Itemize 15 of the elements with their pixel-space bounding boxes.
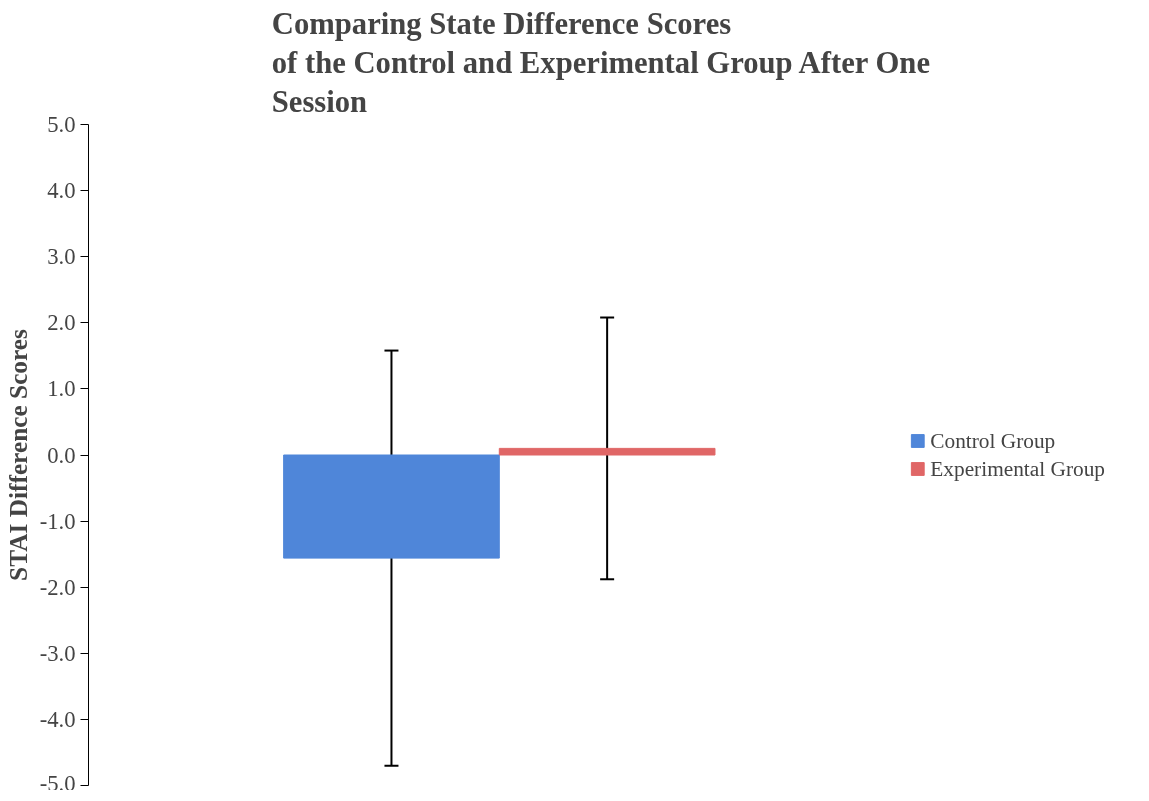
y-tick-label: 0.0 (47, 442, 76, 468)
y-tick-label: 2.0 (47, 310, 76, 336)
y-tick-label: 5.0 (47, 112, 76, 137)
y-tick-label: 3.0 (47, 244, 76, 270)
y-tick-label: 1.0 (47, 376, 76, 402)
y-axis-title: STAI Difference Scores (3, 328, 32, 581)
y-tick-label: -2.0 (39, 574, 76, 600)
y-tick-label: -5.0 (39, 770, 76, 796)
y-tick-label: -4.0 (39, 706, 76, 732)
y-tick-label: -3.0 (39, 640, 76, 666)
y-tick-label: -1.0 (39, 508, 76, 534)
chart-title: Comparing State Difference Scores of the Control and Experimental Group After One Session (271, 7, 931, 120)
legend-label: Experimental Group (930, 456, 1105, 481)
legend-label: Control Group (930, 428, 1056, 453)
y-tick-label: 4.0 (47, 178, 76, 204)
